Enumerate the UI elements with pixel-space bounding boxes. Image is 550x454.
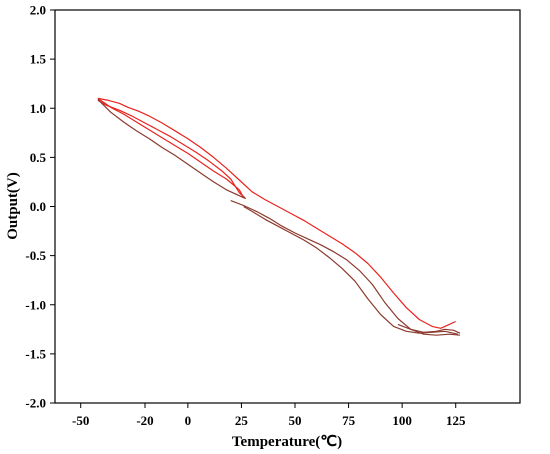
y-tick-label: -2.0 <box>25 396 46 411</box>
y-tick-label: -1.0 <box>25 297 46 312</box>
series-line <box>230 200 461 336</box>
x-tick-label: 125 <box>446 413 466 428</box>
y-tick-label: -0.5 <box>25 248 46 263</box>
y-tick-label: 0.5 <box>30 150 47 165</box>
series-line <box>97 99 247 200</box>
x-tick-label: 75 <box>342 413 356 428</box>
series-line <box>243 205 459 335</box>
series-line <box>97 97 245 198</box>
y-axis: 2.0 1.5 1.0 0.5 0.0 -0.5 -1.0 -1.5 -2.0 <box>25 3 55 411</box>
y-tick-label: 0.0 <box>30 199 46 214</box>
x-tick-label: -50 <box>72 413 89 428</box>
y-tick-label: 2.0 <box>30 3 46 18</box>
x-tick-label: 50 <box>289 413 302 428</box>
series-line <box>97 98 246 200</box>
y-tick-label: 1.0 <box>30 101 46 116</box>
x-tick-label: -20 <box>136 413 153 428</box>
series-line <box>97 97 456 329</box>
x-tick-label: 100 <box>392 413 412 428</box>
plot-frame <box>54 9 521 404</box>
y-axis-label: Output(V) <box>5 172 21 240</box>
series-line <box>397 323 461 334</box>
series-layer <box>97 97 461 336</box>
y-tick-label: -1.5 <box>25 346 46 361</box>
x-axis-label: Temperature(℃) <box>232 434 342 450</box>
x-tick-label: 0 <box>185 413 192 428</box>
x-axis: -50 -20 0 25 50 75 100 125 <box>72 403 466 428</box>
x-tick-label: 25 <box>235 413 249 428</box>
y-tick-label: 1.5 <box>30 52 47 67</box>
